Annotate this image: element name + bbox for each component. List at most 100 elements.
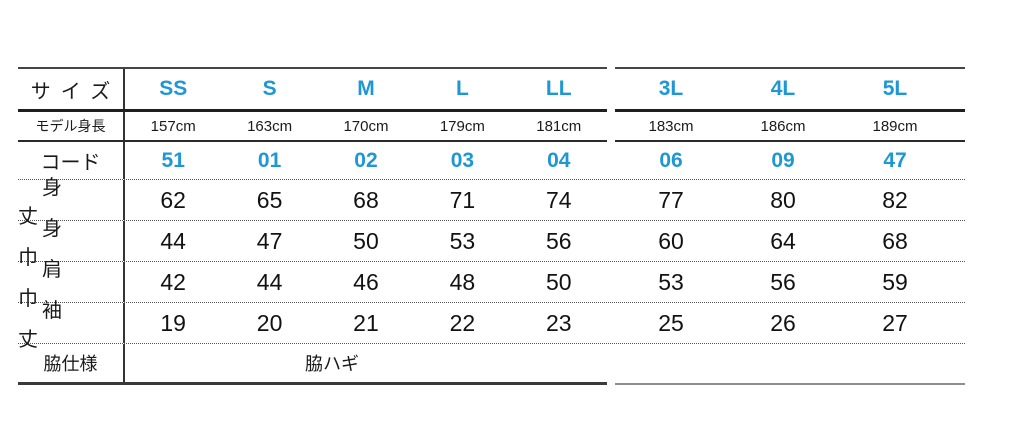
shoulder-width-ll: 50 — [545, 268, 572, 295]
sleeve-length-m: 21 — [353, 309, 379, 336]
size-header-3l: 3L — [658, 77, 684, 100]
code-m: 02 — [354, 148, 378, 172]
row-label-code: コード — [18, 142, 125, 179]
table-row-body-width: 身巾 44 47 50 53 56 60 64 68 — [18, 218, 965, 269]
table-section-gap — [607, 112, 615, 142]
body-length-l: 71 — [449, 186, 476, 213]
sleeve-length-left-segment: 袖丈 19 20 21 22 23 — [18, 300, 607, 351]
table-row-body-length: 身丈 62 65 68 71 74 77 80 82 — [18, 177, 965, 228]
sleeve-length-s: 20 — [256, 309, 283, 336]
table-section-gap — [607, 303, 615, 343]
body-width-m: 50 — [353, 227, 379, 254]
code-3l: 06 — [659, 148, 683, 172]
table-row-shoulder-width: 肩巾 42 44 46 48 50 53 56 59 — [18, 259, 965, 310]
model-height-3l: 183cm — [648, 117, 694, 135]
body-width-4l: 64 — [770, 227, 796, 254]
sleeve-length-5l: 27 — [882, 309, 908, 336]
model-height-right-segment: 183cm 186cm 189cm — [615, 112, 965, 142]
size-header-m: M — [357, 77, 375, 100]
shoulder-width-3l: 53 — [658, 268, 684, 295]
size-header-5l: 5L — [882, 77, 908, 100]
body-width-ll: 56 — [545, 227, 572, 254]
table-row-code: コード 51 01 02 03 04 06 09 47 — [18, 142, 965, 180]
spacer — [951, 112, 965, 140]
sleeve-length-l: 22 — [449, 309, 476, 336]
body-length-5l: 82 — [882, 186, 908, 213]
shoulder-width-ss: 42 — [160, 268, 186, 295]
body-width-s: 47 — [256, 227, 283, 254]
model-height-s: 163cm — [247, 117, 293, 135]
body-length-s: 65 — [256, 186, 283, 213]
model-height-ll: 181cm — [536, 117, 582, 135]
table-section-gap — [607, 180, 615, 220]
body-length-ll: 74 — [545, 186, 572, 213]
size-header-l: L — [455, 77, 469, 100]
size-header-ll: LL — [545, 77, 572, 100]
model-height-5l: 189cm — [872, 117, 918, 135]
code-l: 03 — [450, 148, 475, 172]
shoulder-width-l: 48 — [449, 268, 476, 295]
table-section-gap — [607, 262, 615, 302]
code-ll: 04 — [547, 148, 571, 172]
spacer — [951, 262, 965, 302]
model-height-4l: 186cm — [760, 117, 806, 135]
code-5l: 47 — [883, 148, 907, 172]
body-length-3l: 77 — [658, 186, 684, 213]
sleeve-length-ll: 23 — [545, 309, 572, 336]
shoulder-width-5l: 59 — [882, 268, 908, 295]
size-header-4l: 4L — [770, 77, 796, 100]
shoulder-width-m: 46 — [353, 268, 379, 295]
model-height-ss: 157cm — [150, 117, 196, 135]
table-section-gap — [607, 344, 615, 385]
body-width-left-segment: 身巾 44 47 50 53 56 — [18, 218, 607, 269]
body-length-m: 68 — [353, 186, 379, 213]
sleeve-length-3l: 25 — [658, 309, 684, 336]
body-width-ss: 44 — [160, 227, 186, 254]
row-label-side-spec: 脇仕様 — [18, 344, 125, 382]
row-label-model-height: モデル身長 — [18, 112, 125, 140]
table-section-gap — [607, 221, 615, 261]
body-length-right-segment: 77 80 82 — [615, 180, 965, 220]
table-row-sleeve-length: 袖丈 19 20 21 22 23 25 26 27 — [18, 300, 965, 351]
body-width-3l: 60 — [658, 227, 684, 254]
body-width-l: 53 — [449, 227, 476, 254]
sizes-right-segment: 3L 4L 5L — [615, 67, 965, 112]
model-height-m: 170cm — [343, 117, 389, 135]
body-length-4l: 80 — [770, 186, 796, 213]
table-row-side-spec: 脇仕様 脇ハギ — [18, 344, 965, 385]
shoulder-width-right-segment: 53 56 59 — [615, 262, 965, 302]
code-ss: 51 — [161, 148, 185, 172]
spacer — [951, 221, 965, 261]
model-height-left-segment: モデル身長 157cm 163cm 170cm 179cm 181cm — [18, 112, 607, 142]
size-header-ss: SS — [159, 77, 188, 100]
size-chart-table: サイズ SS S M L LL 3L 4L 5L モデル身長 157cm 163… — [18, 67, 965, 385]
sleeve-length-right-segment: 25 26 27 — [615, 303, 965, 343]
row-label-size: サイズ — [18, 69, 125, 109]
side-spec-left-segment: 脇仕様 脇ハギ — [18, 344, 607, 385]
code-right-segment: 06 09 47 — [615, 142, 965, 179]
sleeve-length-ss: 19 — [160, 309, 186, 336]
table-row-model-height: モデル身長 157cm 163cm 170cm 179cm 181cm 183c… — [18, 112, 965, 142]
side-spec-value: 脇ハギ — [305, 354, 359, 374]
spacer — [951, 303, 965, 343]
body-width-right-segment: 60 64 68 — [615, 221, 965, 261]
code-left-segment: コード 51 01 02 03 04 — [18, 142, 607, 179]
code-4l: 09 — [771, 148, 795, 172]
shoulder-width-left-segment: 肩巾 42 44 46 48 50 — [18, 259, 607, 310]
code-s: 01 — [257, 148, 282, 172]
table-row-sizes: サイズ SS S M L LL 3L 4L 5L — [18, 67, 965, 112]
sleeve-length-4l: 26 — [770, 309, 796, 336]
body-length-ss: 62 — [160, 186, 186, 213]
model-height-l: 179cm — [439, 117, 485, 135]
shoulder-width-4l: 56 — [770, 268, 796, 295]
size-header-s: S — [262, 77, 277, 100]
spacer — [951, 180, 965, 220]
spacer — [951, 69, 965, 109]
table-section-gap — [607, 67, 615, 112]
shoulder-width-s: 44 — [256, 268, 283, 295]
spacer — [951, 142, 965, 179]
side-spec-right-segment — [615, 344, 965, 385]
body-width-5l: 68 — [882, 227, 908, 254]
row-label-sleeve-length: 袖丈 — [18, 300, 125, 351]
